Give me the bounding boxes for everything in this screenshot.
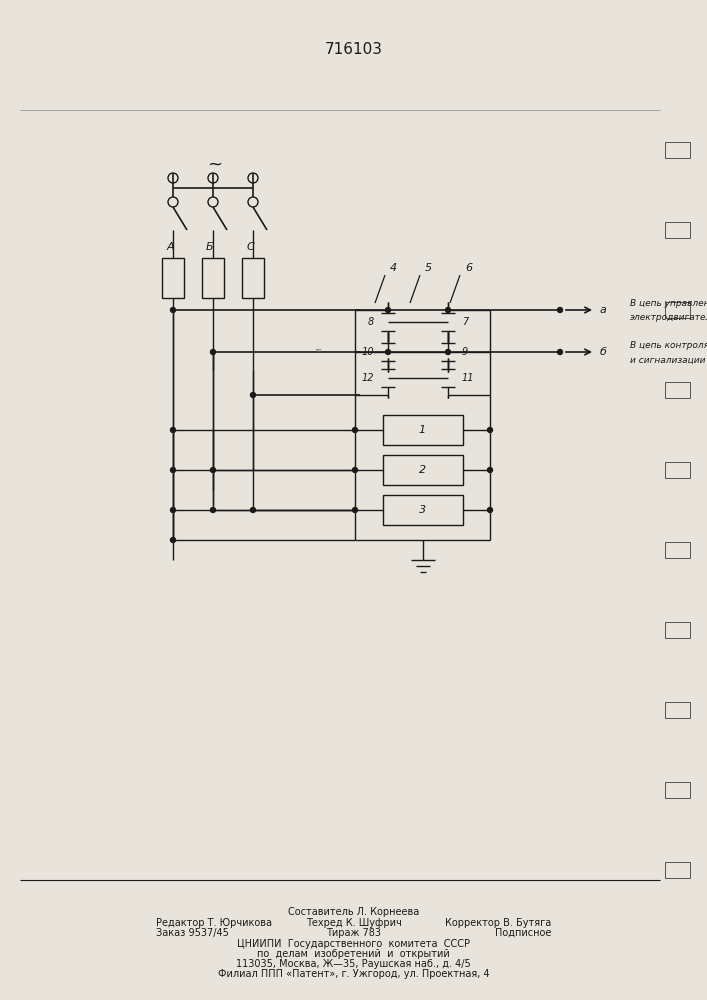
Circle shape	[558, 308, 563, 312]
Circle shape	[211, 508, 216, 512]
Circle shape	[250, 508, 255, 512]
Text: 11: 11	[462, 373, 474, 383]
Bar	[382, 415, 462, 445]
Text: 4: 4	[390, 263, 397, 273]
Bar	[665, 462, 690, 478]
Bar	[665, 302, 690, 318]
Circle shape	[445, 308, 450, 312]
Bar	[665, 862, 690, 878]
Text: 1: 1	[419, 425, 426, 435]
Circle shape	[488, 468, 493, 473]
Text: 7: 7	[462, 317, 468, 327]
Text: Редактор Т. Юрчикова: Редактор Т. Юрчикова	[156, 918, 271, 928]
Text: 12: 12	[361, 373, 374, 383]
Circle shape	[211, 350, 216, 355]
Bar	[665, 542, 690, 558]
Text: Составитель Л. Корнеева: Составитель Л. Корнеева	[288, 907, 419, 917]
Circle shape	[170, 308, 175, 312]
Text: В цепь управления: В цепь управления	[630, 298, 707, 308]
Text: ≈: ≈	[315, 346, 322, 355]
Text: 10: 10	[361, 347, 374, 357]
Text: 9: 9	[462, 347, 468, 357]
Circle shape	[558, 350, 563, 355]
Text: Филиал ППП «Патент», г. Ужгород, ул. Проектная, 4: Филиал ППП «Патент», г. Ужгород, ул. Про…	[218, 969, 489, 979]
Text: б: б	[600, 347, 607, 357]
Bar	[665, 222, 690, 238]
Circle shape	[211, 468, 216, 473]
Text: 3: 3	[419, 505, 426, 515]
Text: Техред К. Шуфрич: Техред К. Шуфрич	[305, 918, 402, 928]
Text: 716103: 716103	[325, 42, 382, 57]
Text: a: a	[600, 305, 607, 315]
Circle shape	[385, 308, 390, 312]
Circle shape	[170, 538, 175, 542]
Text: 6: 6	[465, 263, 472, 273]
Text: ЦНИИПИ  Государственного  комитета  СССР: ЦНИИПИ Государственного комитета СССР	[237, 939, 470, 949]
Text: и сигнализации: и сигнализации	[630, 356, 706, 364]
Bar	[382, 495, 462, 525]
Bar	[202, 258, 224, 298]
Text: 5: 5	[425, 263, 432, 273]
Bar	[665, 142, 690, 158]
Bar	[665, 622, 690, 638]
Text: Заказ 9537/45: Заказ 9537/45	[156, 928, 228, 938]
Text: 2: 2	[419, 465, 426, 475]
Circle shape	[170, 468, 175, 473]
Text: В цепь контроля: В цепь контроля	[630, 340, 707, 350]
Circle shape	[488, 508, 493, 512]
Circle shape	[170, 508, 175, 512]
Circle shape	[353, 508, 358, 512]
Text: Тираж 783: Тираж 783	[326, 928, 381, 938]
Text: электродвигателем: электродвигателем	[630, 314, 707, 322]
Circle shape	[353, 428, 358, 432]
Text: Подписное: Подписное	[495, 928, 551, 938]
Bar	[242, 258, 264, 298]
Circle shape	[250, 392, 255, 397]
Text: Корректор В. Бутяга: Корректор В. Бутяга	[445, 918, 551, 928]
Text: A: A	[166, 242, 174, 252]
Text: Б: Б	[206, 242, 214, 252]
Circle shape	[353, 468, 358, 473]
Bar	[382, 455, 462, 485]
Circle shape	[385, 350, 390, 355]
Text: 8: 8	[368, 317, 374, 327]
Circle shape	[170, 428, 175, 432]
Circle shape	[445, 350, 450, 355]
Text: 113035, Москва, Ж—35, Раушская наб., д. 4/5: 113035, Москва, Ж—35, Раушская наб., д. …	[236, 959, 471, 969]
Bar	[665, 382, 690, 398]
Text: по  делам  изобретений  и  открытий: по делам изобретений и открытий	[257, 949, 450, 959]
Bar	[665, 782, 690, 798]
Text: C: C	[246, 242, 254, 252]
Text: ~: ~	[207, 156, 223, 174]
Bar	[162, 258, 184, 298]
Bar	[665, 702, 690, 718]
Circle shape	[488, 428, 493, 432]
